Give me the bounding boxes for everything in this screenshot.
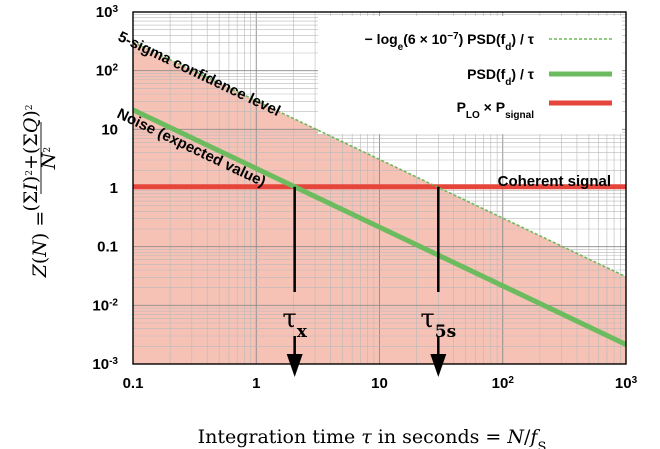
legend: − loge(6 × 10−7) PSD(fd) / τ PSD(fd) / τ P…	[365, 31, 612, 121]
x-tick-label: 10	[371, 375, 388, 392]
tau-label: τ5s	[420, 304, 456, 342]
series-5-sigma-threshold	[133, 41, 626, 278]
y-tick-label: 10	[101, 121, 118, 138]
tau-label: τx	[282, 304, 307, 342]
y-axis-label-numerator: (ΣI)2+(ΣQ)2	[20, 104, 42, 211]
annotation-coherent-signal: Coherent signal	[498, 173, 611, 190]
y-tick-label: 1	[110, 180, 118, 197]
y-axis-label-denominator: N2	[38, 147, 60, 170]
series-noise-psd	[133, 107, 626, 347]
y-tick-label: 10-2	[92, 297, 118, 315]
x-tick-label: 103	[615, 375, 638, 393]
y-axis-label-lhs: Z(N) =	[29, 211, 51, 279]
axes-frame	[132, 11, 627, 365]
x-tick-label: 1	[252, 375, 260, 392]
x-axis-label: Integration time τ in seconds = N/fS	[198, 426, 547, 449]
tau-arrow-head	[430, 354, 447, 377]
tau-arrow-head	[286, 354, 303, 377]
tau-marker: τx	[282, 186, 308, 377]
y-tick-label: 102	[96, 62, 119, 80]
y-tick-label: 10-3	[92, 356, 118, 374]
y-axis-label: Z(N) =(ΣI)2+(ΣQ)2N2	[20, 104, 60, 278]
plot-area: − loge(6 × 10−7) PSD(fd) / τ PSD(fd) / τ P…	[20, 4, 638, 449]
legend-label-5-sigma: − loge(6 × 10−7) PSD(fd) / τ	[365, 31, 535, 53]
legend-label-noise: PSD(fd) / τ	[467, 66, 535, 88]
x-tick-label: 102	[492, 375, 515, 393]
y-tick-label: 103	[96, 4, 119, 22]
tau-marker: τ5s	[420, 186, 456, 377]
legend-label-signal: PLO × Psignal	[457, 99, 535, 121]
x-tick-label: 0.1	[123, 375, 144, 392]
y-tick-label: 0.1	[97, 239, 118, 256]
